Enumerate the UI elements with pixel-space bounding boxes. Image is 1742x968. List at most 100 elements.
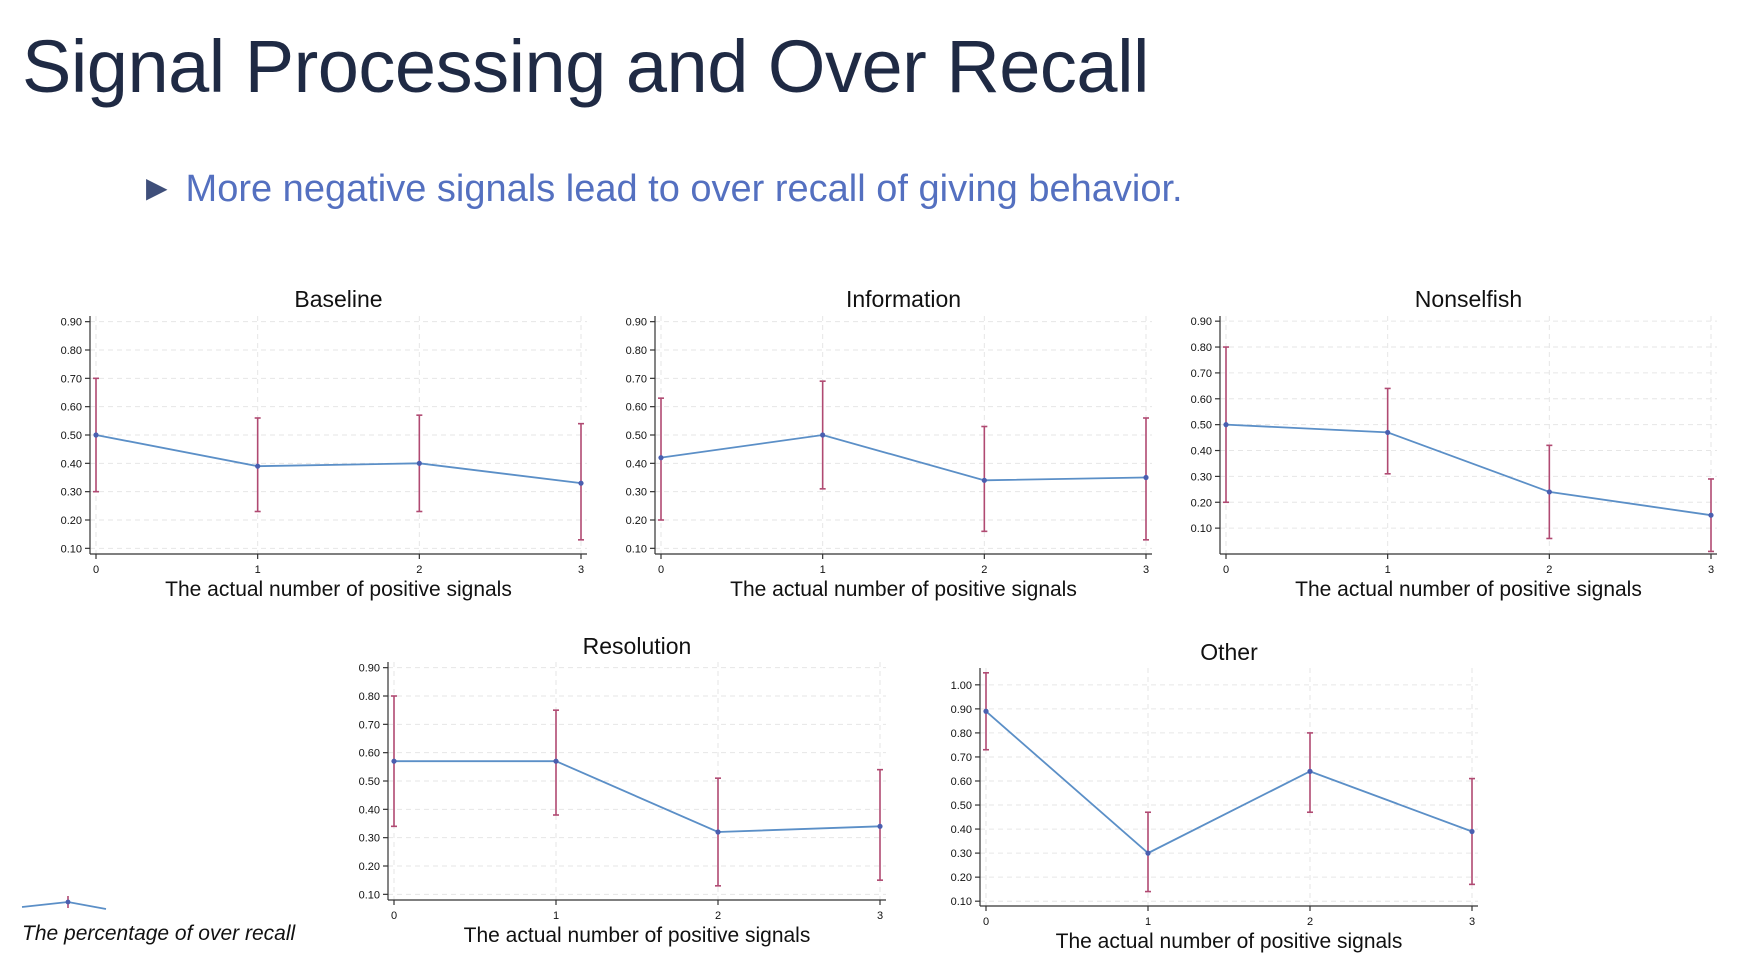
x-tick-label: 0 (93, 564, 99, 576)
x-tick-label: 1 (553, 910, 559, 922)
x-tick-label: 3 (1708, 564, 1714, 576)
x-tick-label: 1 (1145, 916, 1151, 928)
y-tick-label: 0.20 (626, 515, 647, 527)
chart-title: Information (846, 286, 961, 312)
data-point (255, 463, 261, 469)
y-tick-label: 0.50 (951, 800, 972, 812)
y-tick-label: 0.80 (626, 345, 647, 357)
x-tick-label: 0 (1223, 564, 1229, 576)
y-tick-label: 0.40 (951, 824, 972, 836)
y-tick-label: 0.70 (1191, 368, 1212, 380)
x-tick-label: 2 (981, 564, 987, 576)
data-point (715, 829, 721, 835)
data-point (553, 758, 559, 764)
y-tick-label: 0.50 (359, 776, 380, 788)
y-tick-label: 0.10 (61, 543, 82, 555)
series-line (1225, 423, 1712, 517)
y-tick-label: 0.50 (61, 430, 82, 442)
legend-label: The percentage of over recall (22, 922, 296, 945)
x-tick-label: 0 (983, 916, 989, 928)
x-tick-label: 0 (391, 910, 397, 922)
chart-resolution: 0.10 0.20 0.30 0.40 0.50 0.60 0.70 0.80 0.90 0 1 2 3… (359, 633, 886, 947)
y-tick-label: 0.30 (61, 487, 82, 499)
x-axis-label: The actual number of positive signals (1056, 930, 1403, 953)
y-tick-label: 0.80 (61, 345, 82, 357)
y-tick-label: 0.10 (1191, 523, 1212, 535)
data-point (416, 460, 422, 466)
data-point (1223, 422, 1229, 428)
chart-title: Nonselfish (1415, 286, 1522, 312)
chart-title: Resolution (583, 633, 692, 659)
y-tick-label: 0.50 (1191, 420, 1212, 432)
data-point (1145, 850, 1151, 856)
y-tick-label: 0.50 (626, 430, 647, 442)
y-tick-label: 0.20 (1191, 497, 1212, 509)
chart-nonselfish: 0.10 0.20 0.30 0.40 0.50 0.60 0.70 0.80 0.90 0 1 2 3… (1191, 286, 1717, 601)
legend-line (21, 901, 107, 910)
series-line (394, 760, 881, 833)
y-tick-label: 0.90 (626, 317, 647, 329)
y-tick-label: 0.40 (61, 458, 82, 470)
data-point (820, 432, 826, 438)
y-tick-label: 0.60 (626, 402, 647, 414)
y-tick-label: 0.70 (951, 752, 972, 764)
chart-title: Baseline (294, 286, 382, 312)
series-line (95, 434, 582, 485)
x-tick-label: 3 (1469, 916, 1475, 928)
x-tick-label: 1 (1385, 564, 1391, 576)
data-point (391, 758, 397, 764)
data-point (983, 708, 989, 714)
y-tick-label: 0.40 (359, 804, 380, 816)
y-tick-label: 0.80 (359, 691, 380, 703)
bullet-point: ▶ More negative signals lead to over reca… (146, 168, 1183, 211)
y-tick-label: 0.80 (1191, 342, 1212, 354)
x-tick-label: 3 (578, 564, 584, 576)
data-point (1469, 828, 1475, 835)
chart-title: Other (1200, 639, 1258, 665)
x-axis-label: The actual number of positive signals (730, 578, 1077, 601)
y-tick-label: 0.30 (951, 848, 972, 860)
y-tick-label: 0.70 (626, 373, 647, 385)
y-tick-label: 0.80 (951, 728, 972, 740)
slide-title: Signal Processing and Over Recall (22, 25, 1149, 108)
legend-swatch (21, 896, 107, 910)
y-tick-label: 0.40 (626, 458, 647, 470)
y-tick-label: 0.60 (359, 748, 380, 760)
data-point (578, 480, 584, 486)
x-tick-label: 2 (715, 910, 721, 922)
y-tick-label: 1.00 (951, 680, 972, 692)
data-point (981, 477, 987, 483)
y-tick-label: 0.10 (951, 896, 972, 908)
y-tick-label: 0.90 (359, 663, 380, 675)
y-tick-label: 0.60 (1191, 394, 1212, 406)
bullet-text: More negative signals lead to over recal… (185, 168, 1183, 210)
x-tick-label: 1 (820, 564, 826, 576)
y-tick-label: 0.70 (359, 719, 380, 731)
x-axis-label: The actual number of positive signals (165, 578, 512, 601)
y-tick-label: 0.20 (951, 872, 972, 884)
series-line (985, 710, 1473, 855)
y-tick-label: 0.30 (1191, 471, 1212, 483)
chart-other: 0.10 0.20 0.30 0.40 0.50 0.60 0.70 0.80 0.90 1.00… (951, 639, 1478, 953)
y-tick-label: 0.60 (61, 402, 82, 414)
data-point (1385, 429, 1391, 436)
y-tick-label: 0.70 (61, 373, 82, 385)
y-tick-label: 0.90 (61, 317, 82, 329)
series-line (660, 434, 1147, 482)
x-tick-label: 0 (658, 564, 664, 576)
x-tick-label: 1 (255, 564, 261, 576)
data-point (658, 455, 664, 461)
data-point (1708, 512, 1714, 518)
legend-marker (65, 899, 71, 905)
x-tick-label: 3 (1143, 564, 1149, 576)
y-tick-label: 0.90 (951, 704, 972, 716)
data-point (93, 432, 99, 438)
y-tick-label: 0.30 (359, 833, 380, 845)
x-tick-label: 2 (1307, 916, 1313, 928)
x-tick-label: 2 (1546, 564, 1552, 576)
y-tick-label: 0.10 (626, 543, 647, 555)
x-tick-label: 2 (416, 564, 422, 576)
chart-information: 0.10 0.20 0.30 0.40 0.50 0.60 0.70 0.80 0.90 0 1 2 3… (626, 286, 1152, 601)
x-axis-label: The actual number of positive signals (464, 924, 811, 947)
